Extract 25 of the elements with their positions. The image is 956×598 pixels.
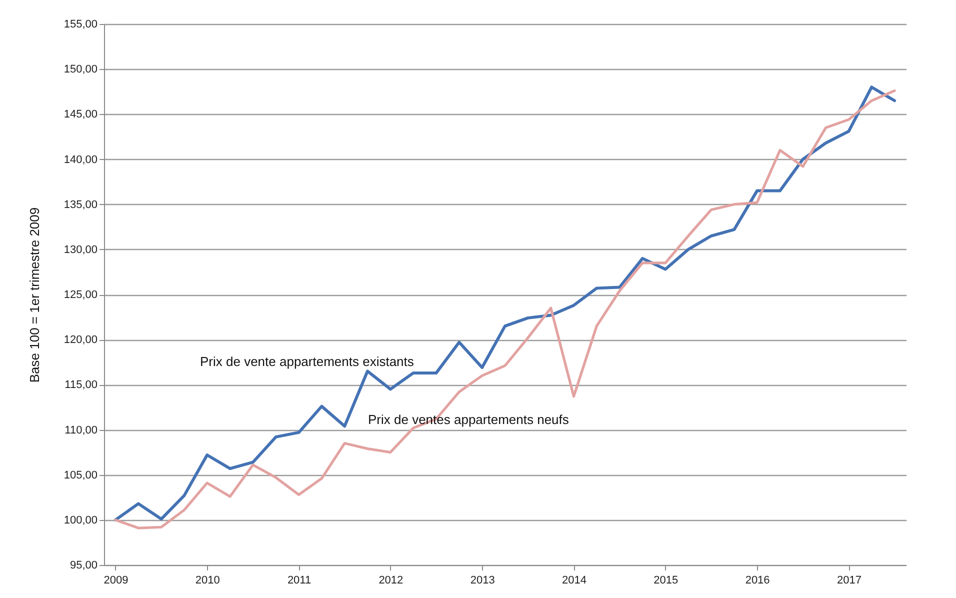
x-tick-label: 2012 (378, 574, 404, 586)
y-tick-label: 150,00 (64, 64, 98, 76)
y-tick-label: 130,00 (64, 244, 98, 256)
x-tick-label: 2014 (562, 574, 586, 586)
x-tick-label: 2013 (470, 574, 495, 586)
x-tick-label: 2017 (836, 574, 862, 586)
x-tick-label: 2011 (287, 574, 312, 586)
x-tick-label: 2010 (195, 574, 220, 586)
y-tick-label: 115,00 (64, 379, 98, 392)
series-label: Prix de ventes appartements neufs (368, 412, 570, 427)
y-tick-label: 100,00 (64, 514, 98, 526)
x-tick-label: 2015 (654, 574, 678, 586)
series-label: Prix de vente appartements existants (200, 354, 414, 369)
y-tick-label: 145,00 (64, 108, 98, 121)
x-tick-label: 2009 (104, 574, 128, 586)
y-tick-label: 110,00 (64, 424, 98, 436)
y-tick-label: 125,00 (64, 289, 98, 301)
y-axis-title: Base 100 = 1er trimestre 2009 (26, 207, 42, 383)
y-tick-label: 120,00 (64, 334, 98, 346)
y-tick-label: 135,00 (64, 198, 98, 211)
y-tick-label: 140,00 (64, 154, 98, 166)
y-tick-label: 105,00 (64, 469, 98, 482)
x-tick-label: 2016 (745, 574, 770, 586)
y-tick-label: 95,00 (70, 560, 98, 572)
y-tick-label: 155,00 (64, 18, 98, 30)
